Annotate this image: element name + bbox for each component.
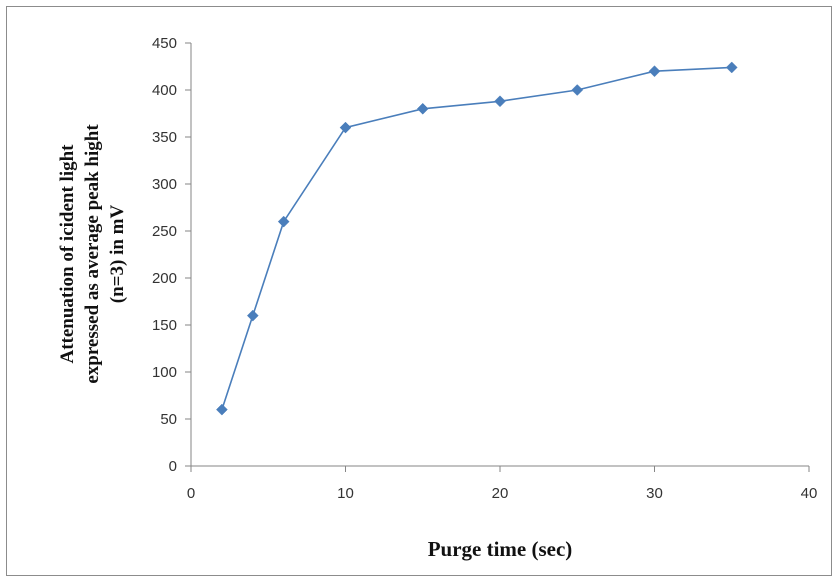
- y-tick-label: 400: [152, 82, 177, 99]
- data-point: [416, 102, 429, 115]
- y-tick-label: 50: [160, 411, 177, 428]
- y-tick-label: 250: [152, 223, 177, 240]
- y-tick-label: 0: [169, 458, 177, 475]
- line-chart: 0 50 100 150 200 250 300 350 400 450 0 10 20 30 40 Pur…: [57, 35, 817, 561]
- data-point: [648, 65, 661, 78]
- y-tick-label: 200: [152, 270, 177, 287]
- y-axis-title-line-1: Attenuation of icident light: [57, 144, 78, 364]
- ticks: 0 50 100 150 200 250 300 350 400 450 0 10 20 30 40: [152, 35, 817, 502]
- y-tick-label: 450: [152, 35, 177, 52]
- y-tick-label: 350: [152, 129, 177, 146]
- x-tick-label: 30: [646, 485, 663, 502]
- x-tick-label: 10: [337, 485, 354, 502]
- y-tick-label: 300: [152, 176, 177, 193]
- data-point: [571, 84, 584, 96]
- data-point: [339, 121, 352, 134]
- y-tick-label: 100: [152, 364, 177, 381]
- x-axis-title: Purge time (sec): [428, 537, 573, 561]
- y-axis-title-line-3: (n=3) in mV: [107, 205, 128, 304]
- series-line: [221, 66, 732, 410]
- data-point: [725, 61, 738, 74]
- chart-frame: 0 50 100 150 200 250 300 350 400 450 0 10 20 30 40 Pur…: [6, 6, 832, 576]
- x-tick-label: 40: [801, 485, 818, 502]
- data-point: [494, 95, 506, 108]
- data-point: [277, 215, 290, 228]
- x-tick-label: 20: [492, 485, 509, 502]
- data-point: [216, 403, 228, 416]
- y-axis-title-line-2: expressed as average peak hight: [82, 124, 103, 384]
- series: [216, 61, 738, 416]
- y-tick-label: 150: [152, 317, 177, 334]
- y-axis-title: Attenuation of icident light expressed a…: [57, 124, 128, 384]
- x-tick-label: 0: [187, 485, 195, 502]
- data-point: [246, 309, 259, 322]
